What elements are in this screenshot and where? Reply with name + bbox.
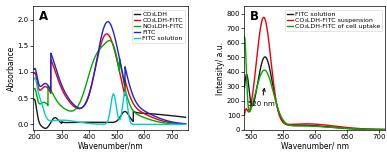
- Y-axis label: Intensity/ a.u.: Intensity/ a.u.: [216, 42, 226, 95]
- Legend: FITC solution, CO₃LDH-FITC suspension, CO₃LDH-FITC of cell uptake: FITC solution, CO₃LDH-FITC suspension, C…: [285, 9, 382, 31]
- X-axis label: Wavenumber/ nm: Wavenumber/ nm: [281, 141, 349, 150]
- Text: B: B: [250, 10, 259, 23]
- Legend: CO₃LDH, CO₃LDH-FITC, NO₃LDH-FITC, FITC, FITC solution: CO₃LDH, CO₃LDH-FITC, NO₃LDH-FITC, FITC, …: [132, 9, 185, 43]
- Text: 520 nm: 520 nm: [248, 89, 275, 107]
- Y-axis label: Absorbance: Absorbance: [7, 45, 16, 91]
- X-axis label: Wavenumber/nm: Wavenumber/nm: [78, 141, 144, 150]
- Text: A: A: [39, 10, 48, 23]
